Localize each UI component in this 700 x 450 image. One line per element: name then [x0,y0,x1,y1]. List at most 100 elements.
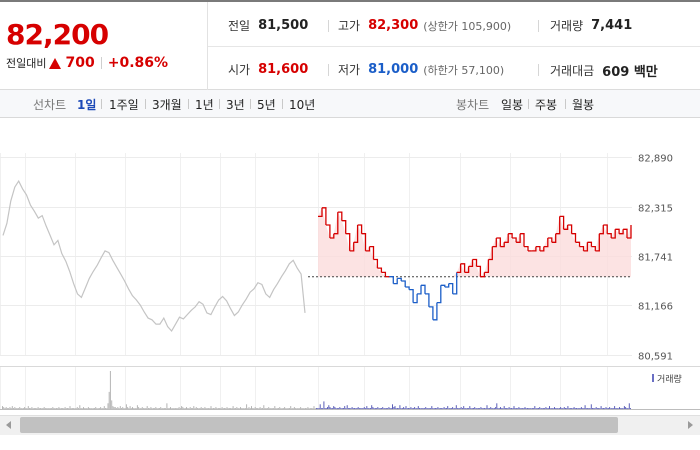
tab-monthly[interactable]: 월봉 [572,98,595,112]
tab-3-years[interactable]: 3년 [226,98,245,112]
volume-bar [574,408,576,410]
price-segment-down [436,285,442,304]
change-amount: 700 [65,55,95,71]
volume-bar [210,406,212,409]
volume-bar [323,401,325,409]
volume-bar [144,408,146,410]
price-segment-up [472,258,478,267]
volume-bar [67,408,68,410]
volume-bar [594,408,596,410]
volume-bar [328,405,330,409]
tab-1-week[interactable]: 1주일 [109,98,139,112]
price-segment-down [393,278,398,285]
volume-bar [112,406,114,409]
volume-bar [259,407,261,409]
volume-legend-swatch [652,374,654,382]
volume-bar [157,408,159,410]
price-segment-up [377,267,383,273]
volume-bar [49,408,51,410]
volume-bar [560,407,562,409]
volume-bar [64,407,66,409]
price-segment-up [555,216,561,235]
volume-bar [606,408,608,410]
scroll-left-icon[interactable] [6,421,11,429]
volume-bar [330,408,332,410]
volume-bar [379,408,381,410]
volume-bar [555,408,557,410]
volume-bar [47,408,49,410]
tab-1-day[interactable]: 1일 [77,98,97,112]
volume-bar [60,408,62,410]
price-segment-up [587,241,593,247]
volume-bar [435,408,436,410]
volume-bar [25,408,27,410]
volume-bar [80,408,82,410]
volume-bar [582,408,584,410]
volume-bar [285,408,287,410]
volume-bar [576,408,577,410]
volume-bar [75,408,77,410]
volume-bar [419,408,420,410]
volume-bar [291,408,293,410]
volume-bar [108,391,110,409]
volume-bar [127,407,129,409]
volume-bar [453,408,455,410]
volume-bar [329,407,331,409]
volume-bar [217,408,219,410]
stats-grid: 전일 81,500 고가 82,300 (상한가 105,900) 거래량 7,… [208,2,700,90]
volume-bar [71,408,73,410]
volume-bar [174,408,176,410]
volume-bar [143,408,145,410]
scroll-right-icon[interactable] [688,421,693,429]
volume-bar [573,407,575,409]
price-segment-up [623,228,628,238]
volume-bar [371,405,373,409]
stat-high: 고가 82,300 (상한가 105,900) [338,17,511,34]
volume-bar [105,408,106,410]
price-segment-up [531,246,537,252]
volume-bar [76,407,78,409]
volume-bar [533,408,535,410]
volume-bar [141,407,143,409]
volume-bar [468,408,470,410]
price-segment-up [318,207,323,218]
tab-weekly[interactable]: 주봉 [535,98,558,112]
volume-bar [484,408,485,410]
volume-bar [3,407,5,409]
tab-1-year[interactable]: 1년 [195,98,214,112]
volume-bar [509,408,511,410]
volume-bar [536,408,538,410]
price-segment-down [452,272,458,295]
volume-bar [4,408,6,410]
volume-bar [173,408,175,410]
volume-bar [129,406,131,409]
volume-bar [302,408,304,410]
volume-bar [515,408,517,410]
scrollbar-thumb[interactable] [20,417,618,433]
volume-bar [458,408,460,410]
tab-5-years[interactable]: 5년 [257,98,276,112]
volume-bar [62,408,64,410]
volume-bar [457,408,459,410]
price-segment-up [476,265,482,277]
volume-bar [33,408,35,410]
volume-bar [412,408,414,410]
volume-bar [541,408,543,410]
tab-3-months[interactable]: 3개월 [152,98,182,112]
tab-daily[interactable]: 일봉 [501,98,524,112]
volume-bar [598,408,600,410]
volume-bar [32,408,34,410]
volume-bar [507,408,509,410]
tab-10-years[interactable]: 10년 [289,98,316,112]
volume-bar [398,408,400,410]
volume-bar [92,408,94,410]
volume-bar [148,408,149,410]
volume-bar [612,408,614,410]
volume-bar [595,407,597,409]
volume-bar [81,408,83,410]
volume-bar [232,406,234,409]
volume-bar [381,408,382,410]
up-triangle-icon [49,57,62,69]
volume-bar [89,408,91,410]
volume-bar [190,408,192,410]
